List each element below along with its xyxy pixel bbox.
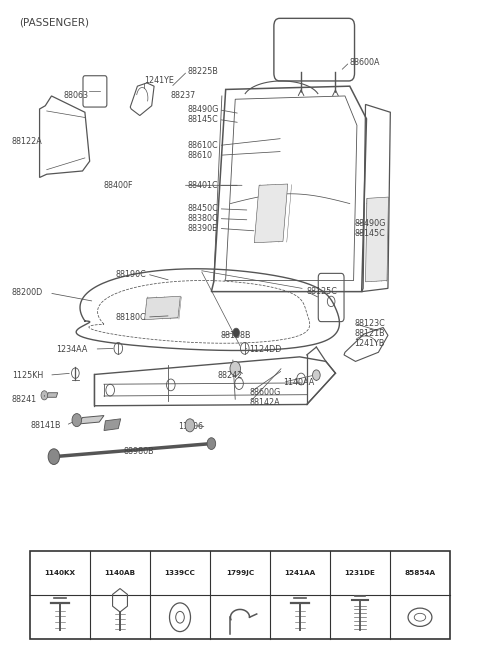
Text: 88610: 88610: [188, 151, 213, 160]
Polygon shape: [104, 419, 120, 430]
Circle shape: [41, 391, 48, 400]
Text: 88980B: 88980B: [123, 447, 154, 456]
Text: 88390E: 88390E: [188, 224, 217, 233]
Text: 1799JC: 1799JC: [226, 571, 254, 576]
Text: 88600G: 88600G: [250, 388, 281, 397]
Text: 88450C: 88450C: [188, 204, 218, 214]
Text: 1234AA: 1234AA: [56, 345, 88, 354]
Circle shape: [312, 370, 320, 381]
Text: 88490G: 88490G: [188, 105, 219, 114]
Polygon shape: [78, 415, 104, 424]
Text: 88610C: 88610C: [188, 141, 218, 150]
Text: 88400F: 88400F: [104, 181, 133, 190]
Text: 1241AA: 1241AA: [284, 571, 316, 576]
Text: 88600A: 88600A: [350, 58, 380, 67]
Text: 1339CC: 1339CC: [165, 571, 195, 576]
Polygon shape: [254, 184, 288, 243]
Circle shape: [185, 419, 195, 432]
Text: 88180C: 88180C: [116, 312, 146, 322]
Text: 88141B: 88141B: [30, 421, 60, 430]
Text: 88142A: 88142A: [250, 398, 280, 407]
Circle shape: [233, 328, 240, 337]
Text: 88241: 88241: [12, 395, 37, 403]
Text: (PASSENGER): (PASSENGER): [20, 18, 90, 28]
Polygon shape: [365, 197, 388, 282]
Text: 88401C: 88401C: [188, 181, 218, 190]
Text: 88380C: 88380C: [188, 214, 218, 223]
Text: 88225B: 88225B: [188, 67, 218, 76]
Text: 88145C: 88145C: [355, 229, 385, 238]
Text: 88237: 88237: [171, 92, 196, 100]
Text: 1231DE: 1231DE: [345, 571, 375, 576]
Bar: [30, 552, 450, 639]
Text: 88200D: 88200D: [12, 288, 43, 297]
Text: 11406: 11406: [178, 422, 203, 431]
Text: 88190C: 88190C: [116, 269, 147, 278]
Text: 88125C: 88125C: [307, 287, 338, 296]
Circle shape: [48, 449, 60, 464]
Circle shape: [207, 438, 216, 449]
Text: 1140KX: 1140KX: [45, 571, 75, 576]
Text: 85854A: 85854A: [405, 571, 435, 576]
Circle shape: [230, 362, 240, 376]
Text: 88145C: 88145C: [188, 115, 218, 124]
Text: 88138B: 88138B: [221, 331, 252, 341]
Text: 88242: 88242: [217, 371, 242, 380]
Text: 1124DD: 1124DD: [250, 345, 282, 354]
Polygon shape: [47, 393, 58, 398]
Circle shape: [72, 413, 82, 426]
Text: 88490G: 88490G: [355, 219, 386, 229]
Text: 88122A: 88122A: [12, 137, 43, 146]
Text: 1140AA: 1140AA: [283, 378, 314, 387]
Text: 1241YE: 1241YE: [144, 77, 174, 85]
Text: 1140AB: 1140AB: [105, 571, 135, 576]
Text: 88123C: 88123C: [355, 319, 385, 328]
Text: 1125KH: 1125KH: [12, 371, 43, 380]
Text: 88121B: 88121B: [355, 329, 385, 338]
Text: 1241YB: 1241YB: [355, 339, 385, 348]
Polygon shape: [144, 296, 180, 320]
Text: 88063: 88063: [63, 92, 88, 100]
